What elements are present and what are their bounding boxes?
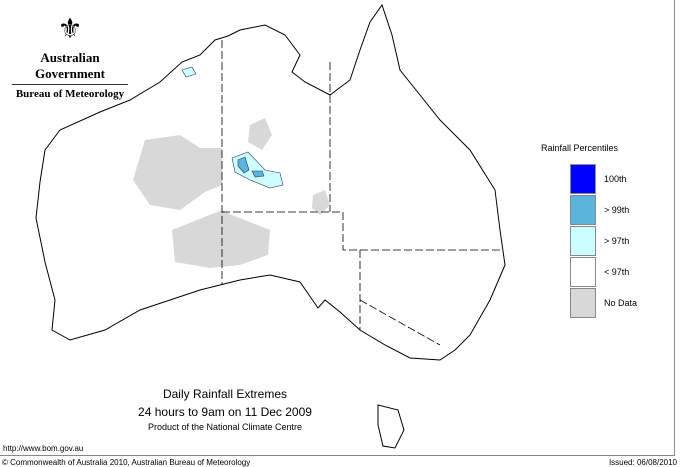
map-subtitle: 24 hours to 9am on 11 Dec 2009 bbox=[138, 405, 312, 419]
legend-label: < 97th bbox=[604, 266, 630, 277]
legend-item: < 97th bbox=[570, 256, 637, 287]
legend-label: No Data bbox=[604, 297, 638, 308]
rainfall-97th-area-kimberley bbox=[181, 66, 197, 78]
legend-title: Rainfall Percentiles bbox=[541, 143, 619, 153]
legend: Rainfall Percentiles 100th > 99th > 97th… bbox=[541, 143, 637, 318]
copyright: © Commonwealth of Australia 2010, Austra… bbox=[2, 458, 251, 467]
map-title: Daily Rainfall Extremes bbox=[162, 387, 288, 401]
legend-item: > 97th bbox=[570, 225, 637, 256]
rainfall-99th-area bbox=[237, 156, 265, 178]
legend-label: 100th bbox=[604, 173, 627, 184]
legend-item: No Data bbox=[570, 287, 637, 318]
tasmania-outline bbox=[377, 404, 405, 449]
legend-item: > 99th bbox=[570, 194, 637, 225]
government-name: Australian Government bbox=[34, 50, 106, 81]
legend-swatch bbox=[570, 194, 596, 225]
australian-government-logo: ⚜ Australian Government Bureau of Meteor… bbox=[8, 10, 132, 100]
map-product: Product of the National Climate Centre bbox=[147, 422, 303, 432]
no-data-areas bbox=[133, 118, 330, 268]
legend-swatch bbox=[570, 256, 596, 287]
legend-swatch bbox=[570, 163, 596, 194]
website-link[interactable]: http://www.bom.gov.au bbox=[3, 444, 84, 453]
org-name: Bureau of Meteorology bbox=[12, 84, 128, 100]
map-frame bbox=[0, 0, 675, 456]
legend-swatch bbox=[570, 287, 596, 318]
state-borders bbox=[221, 40, 500, 346]
legend-swatch bbox=[570, 225, 596, 256]
issued-date: Issued: 06/08/2010 bbox=[608, 458, 677, 467]
legend-label: > 99th bbox=[604, 204, 630, 215]
legend-label: > 97th bbox=[604, 235, 630, 246]
coat-of-arms-icon: ⚜ bbox=[57, 13, 83, 44]
legend-item: 100th bbox=[570, 163, 637, 194]
